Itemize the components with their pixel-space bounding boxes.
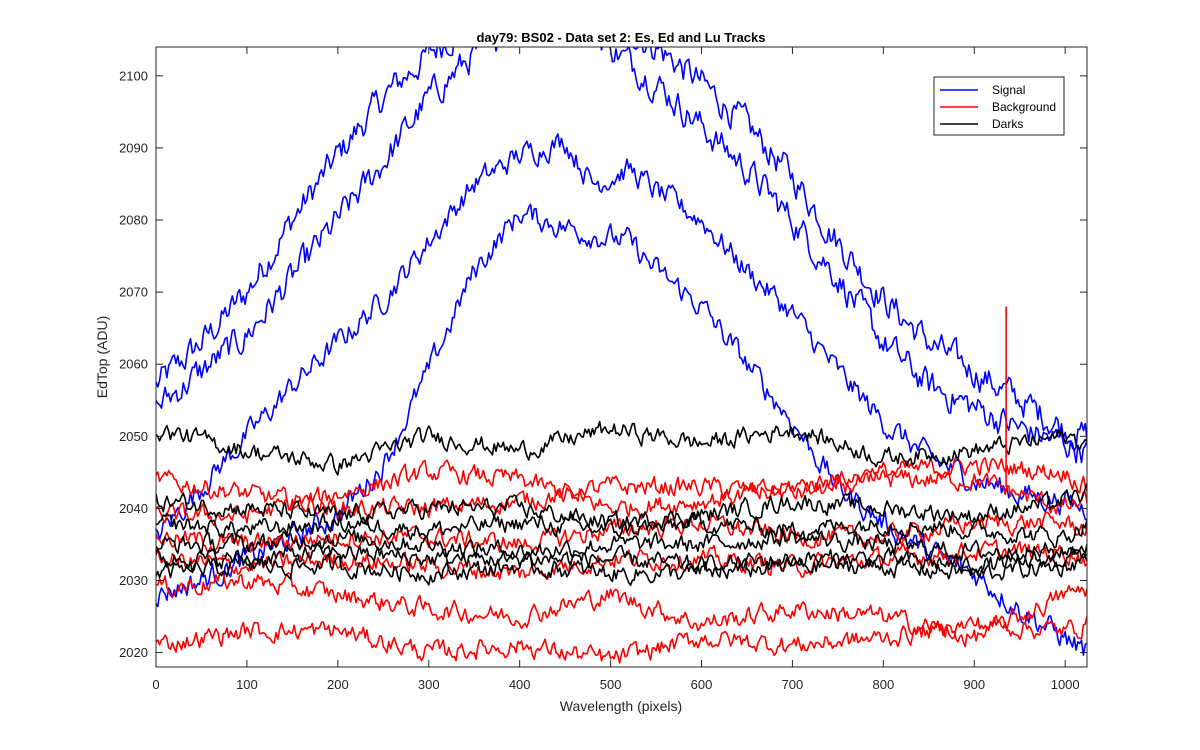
series-line-darks-1 [156,420,1087,476]
x-axis-label: Wavelength (pixels) [560,698,682,714]
y-tick-label-2090: 2090 [119,140,148,155]
x-tick-label-300: 300 [418,677,440,692]
y-tick-label-2070: 2070 [119,285,148,300]
x-tick-label-500: 500 [600,677,622,692]
x-tick-label-800: 800 [872,677,894,692]
y-tick-label-2040: 2040 [119,501,148,516]
plot-frame [155,46,1088,668]
series-line-darks-2 [156,482,1087,532]
y-tick-label-2060: 2060 [119,357,148,372]
x-tick-label-600: 600 [691,677,713,692]
y-tick-label-2100: 2100 [119,68,148,83]
x-tick-label-400: 400 [509,677,531,692]
series-line-darks-4 [156,528,1087,566]
series-line-signal-4 [156,203,1087,656]
legend-label-darks: Darks [992,117,1023,131]
legend-box [933,76,1065,136]
x-tick-label-700: 700 [782,677,804,692]
y-axis-label: EdTop (ADU) [94,316,110,398]
y-tick-label-2080: 2080 [119,213,148,228]
y-tick-label-2030: 2030 [119,573,148,588]
legend-label-signal: Signal [992,83,1025,97]
x-tick-label-200: 200 [327,677,349,692]
legend-label-background: Background [992,100,1056,114]
x-tick-label-100: 100 [236,677,258,692]
x-tick-label-0: 0 [152,677,159,692]
series-line-background-3 [156,511,1087,554]
y-axis: 2020 2030 2040 2050 2060 2070 2080 2090 2100 [119,68,1087,660]
series-line-darks-6 [156,551,1087,587]
x-axis: 0 100 200 300 400 500 600 700 800 900 1000 [152,47,1080,692]
series-line-background-2 [156,455,1087,527]
series-line-signal-1 [156,47,1087,452]
legend: Signal Background Darks [933,76,1065,136]
series-line-background-5 [156,571,1087,648]
chart-title: day79: BS02 - Data set 2: Es, Ed and Lu … [476,30,765,45]
y-tick-label-2050: 2050 [119,429,148,444]
series-line-darks-5 [156,540,1087,578]
series-layer [156,47,1087,664]
x-tick-label-900: 900 [963,677,985,692]
series-line-background-6 [156,615,1087,664]
series-line-darks-3 [156,511,1087,549]
x-tick-label-1000: 1000 [1051,677,1080,692]
y-tick-label-2020: 2020 [119,645,148,660]
series-line-signal-2 [156,47,1087,464]
